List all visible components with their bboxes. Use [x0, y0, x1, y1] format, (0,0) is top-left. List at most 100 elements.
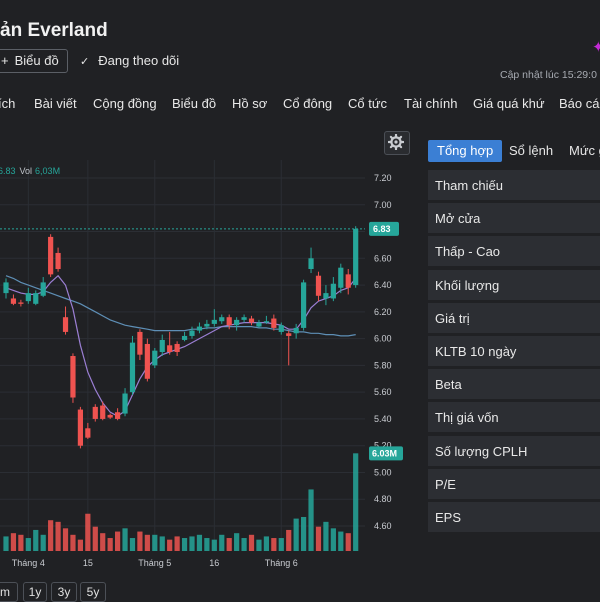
- add-chart-button[interactable]: + Biểu đồ: [0, 49, 68, 73]
- nav-item-dividends[interactable]: Cổ tức: [348, 96, 388, 111]
- check-icon: ✓: [80, 56, 90, 68]
- stat-label: Thấp - Cao: [435, 244, 501, 260]
- stat-row-volume: Khối lượng: [428, 269, 600, 300]
- volume-bar: [137, 531, 143, 551]
- nav-item-reports[interactable]: Báo cáo: [559, 96, 600, 111]
- volume-bar: [85, 513, 91, 551]
- candle-body: [167, 345, 173, 352]
- volume-bar: [196, 534, 203, 551]
- price-axis: 7.207.006.806.606.406.206.005.805.605.40…: [374, 173, 392, 531]
- candle-body: [122, 393, 128, 414]
- candle-body: [33, 293, 39, 304]
- candle-body: [219, 317, 225, 322]
- nav-item-profile[interactable]: Hồ sơ: [232, 96, 268, 111]
- volume-bar: [100, 533, 106, 551]
- candle-body: [330, 283, 336, 299]
- stock-title: ản Everland: [0, 20, 108, 41]
- volume-bar: [92, 526, 98, 551]
- tab-price-levels[interactable]: Mức g: [569, 143, 600, 158]
- follow-label: Đang theo dõi: [98, 53, 180, 68]
- candle-body: [263, 321, 269, 323]
- gear-icon: [388, 134, 404, 150]
- stat-row-value: Giá trị: [428, 302, 600, 333]
- candle-body: [308, 258, 314, 270]
- volume-bars: [3, 453, 359, 551]
- candle-body: [159, 339, 165, 352]
- stat-label: Mở cửa: [435, 211, 481, 227]
- candle-body: [137, 331, 143, 355]
- range-button-m[interactable]: m: [0, 582, 18, 602]
- volume-bar: [25, 538, 31, 551]
- volume-bar: [70, 534, 76, 551]
- candle-body: [248, 318, 255, 323]
- stat-row-shares: Số lượng CPLH: [428, 435, 600, 466]
- candle-body: [204, 323, 210, 327]
- main-nav: ích Bài viết Cộng đồng Biểu đồ Hồ sơ Cổ …: [0, 96, 600, 114]
- candle-body: [115, 412, 121, 419]
- candle-body: [181, 335, 188, 340]
- volume-bar: [55, 521, 61, 551]
- nav-item-price-history[interactable]: Giá quá khứ: [473, 96, 545, 111]
- candlesticks: [3, 226, 359, 449]
- last-volume-tag: [369, 446, 403, 461]
- tab-summary[interactable]: Tổng hợp: [428, 140, 503, 162]
- range-button-3y[interactable]: 3y: [51, 582, 77, 602]
- nav-item-chart[interactable]: Biểu đồ: [172, 96, 217, 111]
- legend-vol-value: 6,03M: [35, 166, 60, 176]
- add-chart-label: Biểu đồ: [14, 53, 59, 68]
- candle-body: [92, 406, 98, 419]
- stat-row-avg-volume: KLTB 10 ngày: [428, 335, 600, 366]
- candle-body: [25, 293, 31, 302]
- nav-item-shareholders[interactable]: Cổ đông: [283, 96, 333, 111]
- ma-fast-line: [5, 274, 357, 417]
- chart-legend: 6.83 Vol 6,03M: [0, 166, 60, 176]
- stat-label: KLTB 10 ngày: [435, 343, 517, 359]
- candle-body: [286, 333, 292, 336]
- stat-label: Tham chiếu: [435, 178, 503, 193]
- volume-bar: [144, 534, 150, 551]
- volume-bar: [256, 539, 262, 551]
- y-tick-label: 6.20: [374, 307, 392, 317]
- volume-bar: [271, 538, 277, 551]
- candle-body: [226, 317, 232, 326]
- x-tick-label: 16: [209, 558, 219, 568]
- stat-row-market-cap: Thị giá vốn: [428, 402, 600, 433]
- y-tick-label: 7.00: [374, 200, 392, 210]
- volume-bar: [48, 520, 54, 551]
- candle-body: [189, 330, 195, 336]
- range-button-5y[interactable]: 5y: [80, 582, 106, 602]
- stat-label: P/E: [435, 476, 456, 492]
- volume-bar: [323, 521, 329, 551]
- x-tick-label: Tháng 4: [12, 558, 45, 568]
- volume-bar: [353, 453, 359, 551]
- volume-bar: [40, 534, 46, 551]
- price-chart[interactable]: 7.207.006.806.606.406.206.005.805.605.40…: [0, 160, 410, 580]
- volume-bar: [345, 533, 351, 551]
- candle-body: [256, 322, 262, 327]
- stat-label: Thị giá vốn: [435, 410, 499, 426]
- volume-bar: [18, 534, 24, 551]
- star-icon[interactable]: ✦: [592, 39, 600, 56]
- last-price-tag: [369, 221, 399, 236]
- volume-bar: [174, 536, 180, 551]
- nav-item-posts[interactable]: Bài viết: [34, 96, 77, 111]
- follow-button[interactable]: ✓ Đang theo dõi: [80, 53, 179, 68]
- volume-bar: [62, 528, 69, 551]
- candle-body: [234, 319, 240, 326]
- stat-label: Beta: [435, 377, 462, 393]
- range-button-1y[interactable]: 1y: [23, 582, 47, 602]
- chart-settings-button[interactable]: [384, 131, 410, 155]
- y-tick-label: 5.40: [374, 414, 392, 424]
- y-tick-label: 5.00: [374, 467, 392, 477]
- nav-item-analysis[interactable]: ích: [0, 96, 16, 111]
- tab-order-book[interactable]: Sổ lệnh: [509, 143, 554, 158]
- volume-bar: [330, 528, 336, 551]
- volume-bar: [77, 539, 83, 551]
- candle-body: [241, 317, 247, 320]
- legend-price: 6.83: [0, 166, 16, 176]
- updated-time: Cập nhật lúc 15:29:0: [500, 69, 597, 81]
- nav-item-financials[interactable]: Tài chính: [404, 96, 458, 111]
- volume-bar: [107, 538, 113, 551]
- volume-bar: [263, 536, 269, 551]
- nav-item-community[interactable]: Cộng đồng: [93, 96, 157, 111]
